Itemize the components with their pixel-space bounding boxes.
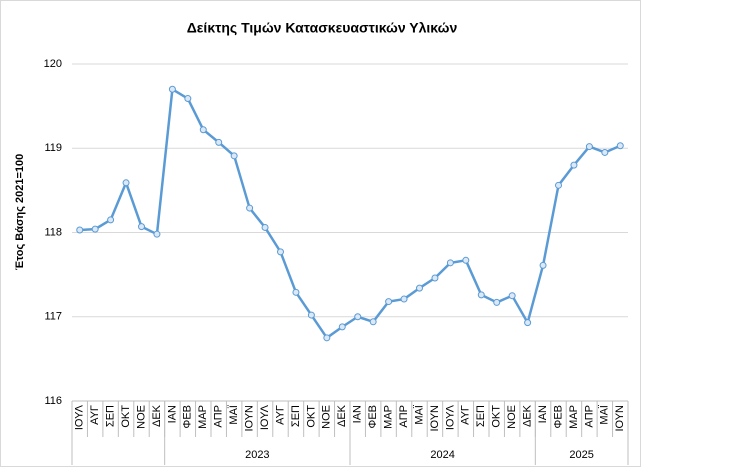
x-tick-label: ΝΟΕ [135, 405, 147, 429]
data-point [416, 284, 423, 292]
data-point [199, 126, 207, 134]
data-point [524, 319, 532, 327]
data-point [107, 216, 115, 224]
data-point [76, 226, 84, 234]
x-tick-label: ΙΟΥΛ [74, 404, 86, 430]
data-point [508, 292, 516, 300]
x-tick-label: ΣΕΠ [475, 405, 487, 427]
data-point [431, 274, 439, 282]
data-point [400, 295, 408, 303]
data-point [446, 259, 454, 267]
data-point [585, 143, 593, 151]
data-point [246, 204, 254, 212]
x-tick-label: ΜΑΪ [228, 404, 240, 425]
data-point [555, 181, 562, 189]
x-tick-label: ΟΚΤ [491, 405, 503, 428]
data-point [261, 223, 269, 231]
x-tick-label: ΙΑΝ [537, 405, 549, 423]
y-axis-label: Έτος Βάσης 2021=100 [14, 154, 26, 270]
x-tick-label: ΔΕΚ [151, 404, 163, 427]
data-point [184, 95, 192, 103]
data-point [122, 179, 130, 187]
x-tick-label: ΑΠΡ [398, 405, 410, 428]
x-tick-label: ΑΥΓ [460, 405, 472, 425]
chart-title: Δείκτης Τιμών Κατασκευαστικών Υλικών [187, 20, 458, 36]
data-point [539, 261, 547, 269]
group-label: 2025 [569, 449, 593, 461]
x-tick-label: ΜΑΡ [197, 405, 209, 429]
x-tick-label: ΣΕΠ [290, 405, 302, 427]
x-tick-label: ΔΕΚ [336, 404, 348, 427]
x-tick-label: ΦΕΒ [182, 405, 194, 428]
data-point [354, 313, 362, 321]
data-point [323, 334, 331, 342]
data-point [292, 288, 300, 296]
data-point [477, 291, 485, 299]
x-tick-label: ΝΟΕ [506, 405, 518, 429]
data-point [153, 230, 161, 238]
x-tick-label: ΔΕΚ [522, 404, 534, 427]
data-point [307, 311, 315, 319]
data-line [79, 88, 621, 340]
x-tick-label: ΙΟΥΝ [244, 405, 256, 432]
data-point [138, 223, 145, 231]
x-tick-label: ΑΥΓ [274, 405, 286, 425]
x-tick-label: ΜΑΪ [413, 404, 425, 425]
data-point [601, 148, 609, 156]
y-tick-label: 120 [44, 58, 62, 70]
x-tick-label: ΝΟΕ [321, 405, 333, 429]
x-tick-label: ΜΑΡ [568, 405, 580, 429]
x-tick-label: ΙΟΥΛ [259, 404, 271, 430]
data-point [230, 152, 238, 160]
group-label: 2023 [245, 449, 269, 461]
y-tick-label: 116 [44, 395, 62, 407]
x-tick-label: ΦΕΒ [367, 405, 379, 428]
x-tick-label: ΦΕΒ [552, 405, 564, 428]
data-point [385, 298, 393, 306]
x-tick-label: ΜΑΪ [599, 404, 611, 425]
data-point [168, 85, 176, 93]
x-tick-label: ΙΑΝ [352, 405, 364, 423]
data-point [493, 298, 501, 306]
chart-border [0, 0, 641, 467]
x-tick-label: ΑΥΓ [89, 405, 101, 425]
x-tick-label: ΟΚΤ [305, 405, 317, 428]
x-tick-label: ΜΑΡ [383, 405, 395, 429]
x-tick-label: ΙΟΥΝ [614, 405, 626, 432]
data-point [215, 138, 223, 146]
x-tick-label: ΑΠΡ [583, 405, 595, 428]
x-tick-label: ΣΕΠ [105, 405, 117, 427]
x-tick-label: ΙΑΝ [166, 405, 178, 423]
data-point [277, 248, 284, 256]
data-point [91, 225, 99, 233]
data-point [616, 142, 624, 150]
data-point [369, 318, 377, 326]
x-tick-label: ΟΚΤ [120, 405, 132, 428]
data-point [570, 161, 578, 169]
data-point [338, 323, 346, 331]
x-tick-label: ΙΟΥΛ [444, 404, 456, 430]
y-tick-label: 119 [44, 142, 62, 154]
data-point [462, 256, 470, 264]
group-label: 2024 [430, 449, 454, 461]
y-tick-label: 117 [44, 311, 62, 323]
y-tick-label: 118 [44, 226, 62, 238]
x-tick-label: ΑΠΡ [213, 405, 225, 428]
x-tick-label: ΙΟΥΝ [429, 405, 441, 432]
